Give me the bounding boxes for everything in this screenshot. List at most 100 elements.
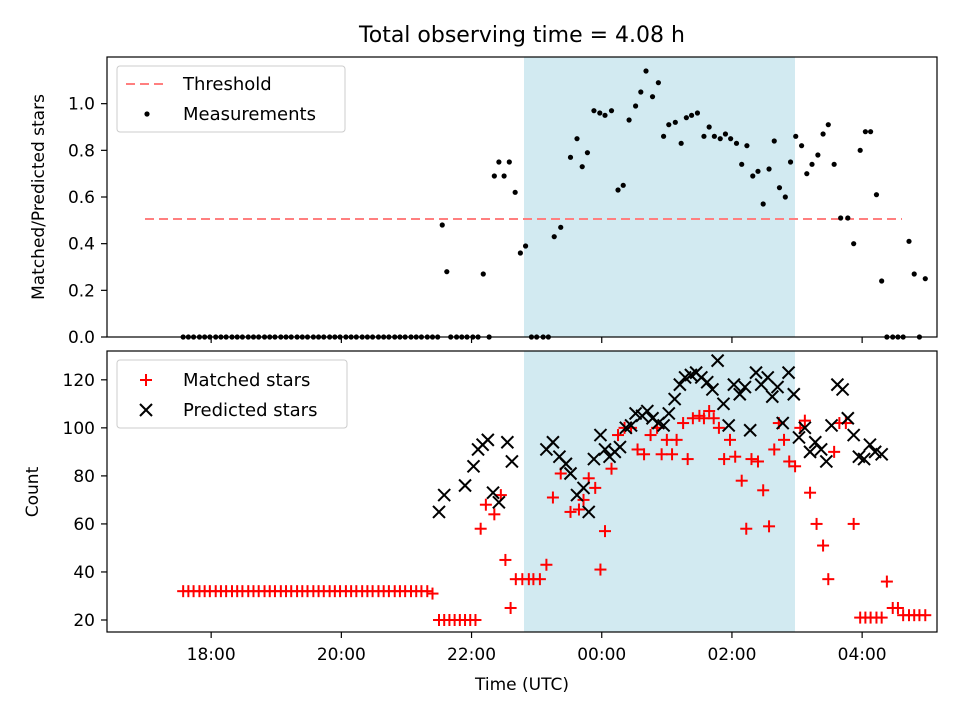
measurement-point: [722, 131, 729, 137]
predicted-star-point: [846, 428, 861, 442]
predicted-star-point: [841, 411, 855, 425]
predicted-star-point: [787, 387, 801, 401]
predicted-star-point: [613, 440, 627, 454]
matched-star-point: [880, 575, 893, 588]
ratio-ylabel: Matched/Predicted stars: [29, 94, 49, 300]
matched-star-point: [729, 450, 742, 463]
measurement-point: [782, 194, 788, 200]
count-x-axis: 18:00 20:00 22:00 00:00 02:00 04:00: [187, 632, 887, 665]
measurement-point: [766, 166, 772, 172]
predicted-star-point: [598, 442, 612, 457]
measurement-point: [787, 159, 794, 165]
matched-star-point: [594, 563, 607, 576]
measurement-point: [512, 189, 518, 195]
measurement-point: [776, 185, 783, 191]
measurement-point: [501, 173, 507, 179]
measurement-point: [825, 122, 831, 128]
measurement-point: [733, 140, 740, 146]
matched-star-point: [798, 414, 811, 427]
measurement-point: [444, 269, 450, 275]
measurement-point: [496, 159, 502, 165]
measurement-point: [506, 159, 512, 165]
count-y-axis: 20 40 60 80 100 120: [63, 371, 107, 631]
predicted-star-point: [656, 418, 671, 433]
count-xtick-label: 22:00: [447, 645, 496, 665]
predicted-star-point: [781, 365, 796, 380]
measurement-point: [480, 271, 486, 277]
measurement-point: [771, 138, 777, 144]
measurement-point: [632, 103, 639, 109]
matched-star-point: [768, 443, 781, 456]
matched-star-point: [822, 573, 835, 586]
matched-star-point: [564, 505, 577, 518]
predicted-star-point: [563, 466, 578, 481]
predicted-star-point: [582, 505, 596, 519]
matched-stars-series: [177, 405, 932, 626]
predicted-star-point: [662, 406, 676, 421]
matched-star-point: [681, 453, 694, 466]
matched-star-point: [778, 433, 791, 446]
x-axis-label: Time (UTC): [474, 675, 569, 695]
measurement-point: [558, 224, 564, 230]
ratio-ytick-label: 1.0: [68, 95, 95, 115]
predicted-star-point: [743, 423, 757, 437]
legend-matched-swatch: [140, 374, 152, 386]
matched-star-point: [707, 412, 720, 425]
count-ylabel: Count: [23, 466, 43, 517]
measurement-point: [620, 182, 626, 188]
legend-predicted-swatch: [139, 403, 153, 417]
predicted-star-point: [624, 418, 638, 433]
ratio-x-axis: [210, 337, 863, 343]
measurement-point: [820, 131, 826, 137]
count-xtick-label: 18:00: [187, 645, 236, 665]
legend-matched-label: Matched stars: [183, 370, 310, 391]
predicted-star-point: [640, 404, 655, 418]
predicted-star-point: [667, 392, 682, 406]
count-xtick-label: 00:00: [577, 645, 626, 665]
matched-star-point: [589, 481, 602, 494]
matched-star-point: [712, 421, 725, 434]
matched-star-point: [735, 474, 748, 487]
count-panel: 20 40 60 80 100 120 18:00 20:00 22:00 00:00 02:00…: [23, 350, 938, 695]
matched-star-point: [577, 493, 590, 506]
predicted-star-point: [792, 430, 806, 445]
measurement-point: [579, 164, 585, 170]
measurement-point: [439, 222, 445, 228]
predicted-star-point: [481, 433, 495, 447]
legend-measurements-label: Measurements: [183, 104, 316, 125]
measurement-point: [831, 161, 837, 167]
predicted-star-point: [458, 478, 472, 493]
count-xtick-label: 02:00: [707, 645, 756, 665]
measurement-point: [906, 238, 912, 244]
predicted-star-point: [437, 488, 451, 502]
matched-star-point: [828, 445, 841, 458]
predicted-star-point: [700, 375, 714, 389]
ratio-ytick-label: 0.8: [68, 141, 95, 161]
predicted-star-point: [727, 377, 741, 392]
matched-star-point: [875, 611, 888, 624]
count-ytick-label: 20: [73, 611, 95, 631]
matched-star-point: [469, 613, 482, 626]
measurement-point: [868, 129, 874, 135]
legend-predicted-label: Predicted stars: [183, 400, 317, 421]
measurement-point: [491, 173, 497, 179]
measurement-point: [760, 201, 766, 207]
matched-star-point: [479, 498, 492, 511]
predicted-star-point: [738, 380, 752, 394]
measurement-point: [649, 94, 656, 100]
matched-star-point: [666, 448, 679, 461]
matched-star-point: [599, 525, 611, 538]
measurement-point: [591, 108, 597, 114]
predicted-star-point: [814, 442, 828, 457]
predicted-stars-series: [432, 353, 889, 519]
predicted-star-point: [874, 447, 889, 461]
measurement-point: [551, 234, 557, 240]
matched-star-point: [751, 455, 764, 468]
measurement-point: [706, 124, 712, 130]
measurement-point: [574, 136, 580, 142]
count-legend: Matched stars Predicted stars: [116, 359, 348, 429]
predicted-star-point: [803, 445, 817, 459]
measurement-point: [804, 171, 810, 177]
predicted-star-point: [798, 421, 812, 435]
